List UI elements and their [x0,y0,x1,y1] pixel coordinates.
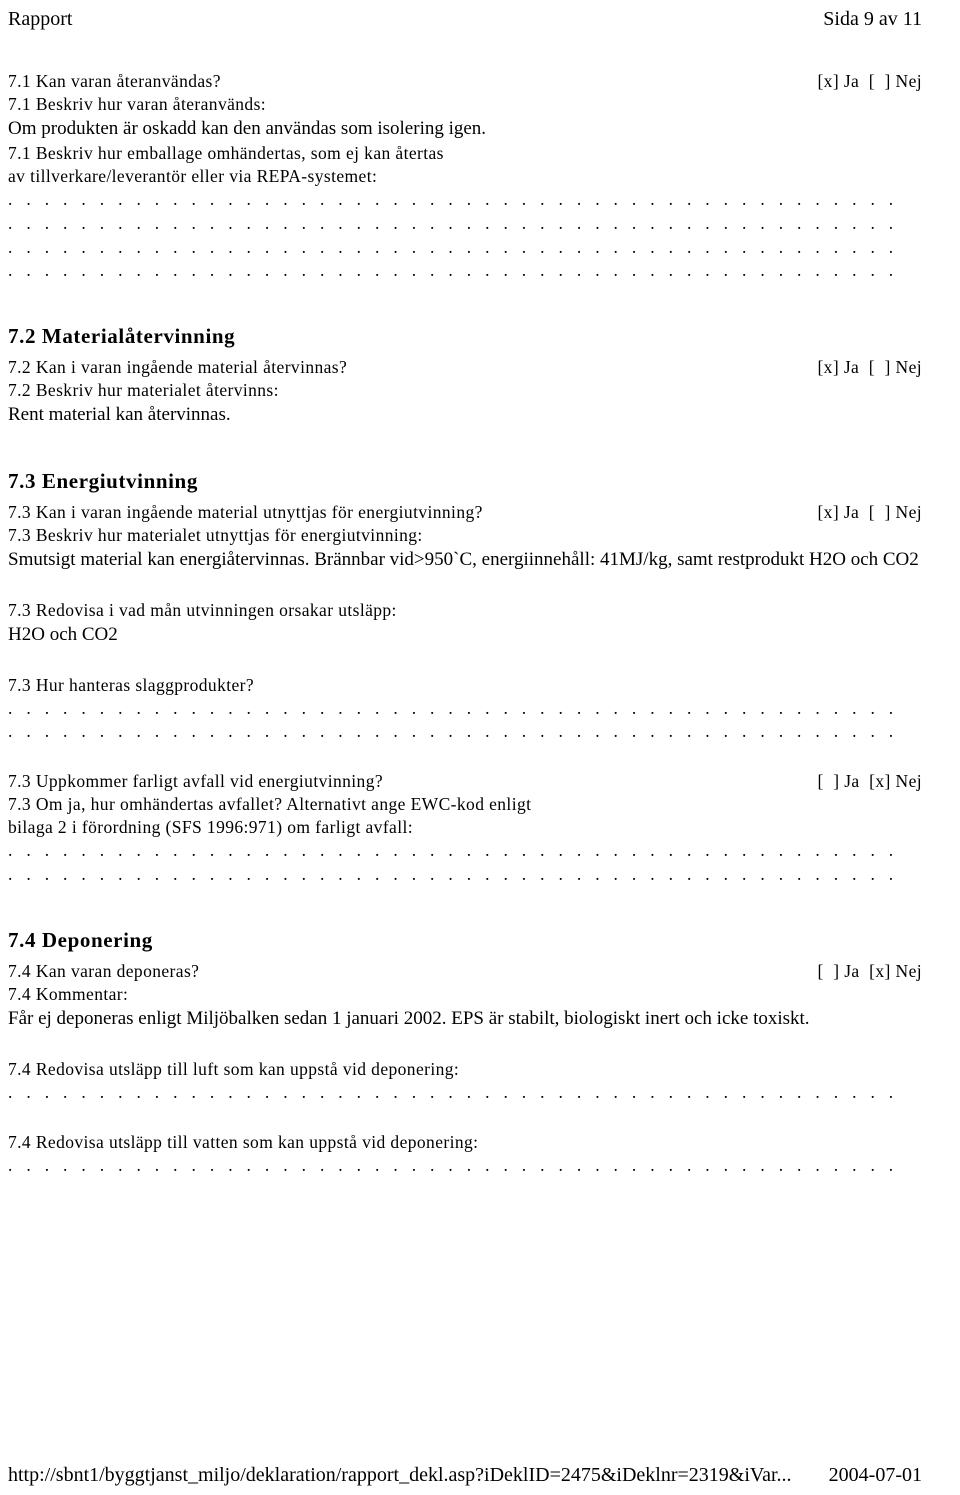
question-7-1-packaging-b: av tillverkare/leverantör eller via REPA… [8,166,922,187]
dotted-line: . . . . . . . . . . . . . . . . . . . . … [8,840,922,862]
answer-ja-nej: [ ] Ja [x] Nej [809,771,922,792]
answer-body: Om produkten är oskadd kan den användas … [8,117,922,141]
page-header: Rapport Sida 9 av 11 [8,8,922,31]
dotted-line: . . . . . . . . . . . . . . . . . . . . … [8,698,922,720]
heading-7-4: 7.4 Deponering [8,928,922,953]
question-7-3-energy: 7.3 Kan i varan ingående material utnytt… [8,502,922,523]
footer-date: 2004-07-01 [829,1464,922,1487]
question-text: 7.4 Kan varan deponeras? [8,961,809,982]
answer-ja-nej: [x] Ja [ ] Nej [809,357,922,378]
question-7-1-describe-reuse: 7.1 Beskriv hur varan återanvänds: [8,94,922,115]
header-page-number: Sida 9 av 11 [823,8,922,31]
page-footer: http://sbnt1/byggtjanst_miljo/deklaratio… [8,1464,922,1487]
question-7-3-ewc-b: bilaga 2 i förordning (SFS 1996:971) om … [8,817,922,838]
dotted-line: . . . . . . . . . . . . . . . . . . . . … [8,864,922,886]
dotted-line: . . . . . . . . . . . . . . . . . . . . … [8,721,922,743]
answer-body: Smutsigt material kan energiåtervinnas. … [8,548,922,572]
dotted-line: . . . . . . . . . . . . . . . . . . . . … [8,213,922,235]
question-7-3-hazardous: 7.3 Uppkommer farligt avfall vid energiu… [8,771,922,792]
heading-7-2: 7.2 Materialåtervinning [8,324,922,349]
answer-ja-nej: [ ] Ja [x] Nej [809,961,922,982]
question-7-4-landfill: 7.4 Kan varan deponeras? [ ] Ja [x] Nej [8,961,922,982]
answer-body: Rent material kan återvinnas. [8,403,922,427]
dotted-line: . . . . . . . . . . . . . . . . . . . . … [8,237,922,259]
question-text: 7.3 Kan i varan ingående material utnytt… [8,502,809,523]
dotted-line: . . . . . . . . . . . . . . . . . . . . … [8,1155,922,1177]
question-7-3-describe-energy: 7.3 Beskriv hur materialet utnyttjas för… [8,525,922,546]
dotted-line: . . . . . . . . . . . . . . . . . . . . … [8,260,922,282]
question-7-3-ewc-a: 7.3 Om ja, hur omhändertas avfallet? Alt… [8,794,922,815]
question-7-4-air: 7.4 Redovisa utsläpp till luft som kan u… [8,1059,922,1080]
question-7-4-water: 7.4 Redovisa utsläpp till vatten som kan… [8,1132,922,1153]
answer-ja-nej: [x] Ja [ ] Nej [809,502,922,523]
question-7-1-packaging-a: 7.1 Beskriv hur emballage omhändertas, s… [8,143,922,164]
question-7-3-slag: 7.3 Hur hanteras slaggprodukter? [8,675,922,696]
question-7-2-recyclable: 7.2 Kan i varan ingående material återvi… [8,357,922,378]
header-title: Rapport [8,8,72,31]
question-7-4-comment: 7.4 Kommentar: [8,984,922,1005]
footer-url: http://sbnt1/byggtjanst_miljo/deklaratio… [8,1464,792,1487]
question-text: 7.1 Kan varan återanvändas? [8,71,809,92]
question-7-3-emissions: 7.3 Redovisa i vad mån utvinningen orsak… [8,600,922,621]
question-7-1-reuse: 7.1 Kan varan återanvändas? [x] Ja [ ] N… [8,71,922,92]
answer-ja-nej: [x] Ja [ ] Nej [809,71,922,92]
question-text: 7.3 Uppkommer farligt avfall vid energiu… [8,771,809,792]
question-text: 7.2 Kan i varan ingående material återvi… [8,357,809,378]
dotted-line: . . . . . . . . . . . . . . . . . . . . … [8,1082,922,1104]
page: Rapport Sida 9 av 11 7.1 Kan varan återa… [0,0,960,1495]
document-body: 7.1 Kan varan återanvändas? [x] Ja [ ] N… [8,71,922,1177]
dotted-line: . . . . . . . . . . . . . . . . . . . . … [8,189,922,211]
question-7-2-describe: 7.2 Beskriv hur materialet återvinns: [8,380,922,401]
heading-7-3: 7.3 Energiutvinning [8,469,922,494]
answer-body: H2O och CO2 [8,623,922,647]
answer-body: Får ej deponeras enligt Miljöbalken seda… [8,1007,922,1031]
